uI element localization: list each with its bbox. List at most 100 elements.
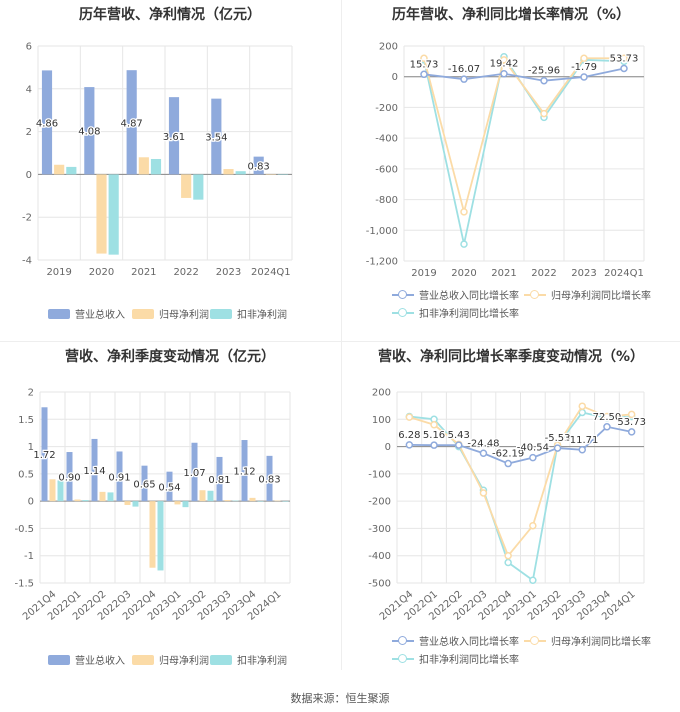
data-point bbox=[627, 428, 636, 436]
legend-item-net-profit[interactable]: 归母净利润 bbox=[132, 652, 209, 667]
legend-label: 营业总收入同比增长率 bbox=[419, 291, 519, 302]
y-tick-label: -200 bbox=[368, 497, 391, 508]
bar bbox=[253, 156, 264, 175]
data-point bbox=[620, 64, 628, 73]
bar bbox=[138, 157, 149, 175]
bar bbox=[96, 174, 107, 254]
x-tick-label: 2023 bbox=[216, 267, 241, 278]
y-tick-label: -200 bbox=[375, 103, 398, 114]
x-tick-label: 2021 bbox=[491, 268, 516, 279]
data-source-footer: 数据来源：恒生聚源 bbox=[290, 692, 390, 705]
data-label: 4.08 bbox=[78, 127, 100, 138]
y-tick-label: -600 bbox=[375, 164, 398, 175]
data-label: 0.91 bbox=[108, 472, 130, 483]
data-label: 1.12 bbox=[233, 467, 255, 478]
data-label: -24.48 bbox=[467, 438, 499, 449]
data-point bbox=[405, 441, 414, 449]
data-label: -5.53 bbox=[545, 433, 571, 444]
bar bbox=[191, 442, 198, 502]
data-label: 53.73 bbox=[617, 417, 646, 428]
data-point bbox=[460, 240, 468, 248]
x-tick-label: 2020 bbox=[89, 267, 114, 278]
series-line bbox=[423, 57, 624, 216]
line-marker-icon bbox=[524, 289, 546, 300]
series-line bbox=[409, 411, 632, 582]
y-tick-label: 0 bbox=[28, 497, 34, 508]
data-label: 72.50 bbox=[593, 412, 622, 423]
legend-label: 扣非净利润 bbox=[237, 656, 287, 667]
legend-item-deducted-profit-growth[interactable]: 扣非净利润同比增长率 bbox=[392, 651, 519, 666]
data-point bbox=[500, 69, 508, 78]
annual-growth-chart: -1,200 -1,000 -800 -600 -400 -200 0 200 2019 2020… bbox=[366, 42, 645, 279]
line-marker-icon bbox=[392, 307, 414, 318]
data-point bbox=[603, 423, 611, 431]
bar bbox=[265, 173, 276, 175]
y-tick-label: 0 bbox=[392, 72, 398, 83]
swatch-icon bbox=[132, 308, 154, 319]
bar bbox=[108, 174, 119, 255]
legend-item-revenue-growth[interactable]: 营业总收入同比增长率 bbox=[392, 633, 519, 648]
data-point bbox=[580, 73, 588, 81]
legend-label: 营业总收入同比增长率 bbox=[419, 637, 519, 648]
data-point bbox=[578, 446, 586, 454]
bar bbox=[166, 471, 173, 502]
legend-item-revenue[interactable]: 营业总收入 bbox=[48, 306, 125, 321]
x-tick-label: 2024Q1 bbox=[604, 268, 644, 279]
legend-item-revenue[interactable]: 营业总收入 bbox=[48, 652, 125, 667]
line-marker-icon bbox=[392, 653, 414, 664]
data-label: 1.07 bbox=[183, 468, 205, 479]
legend-item-net-profit-growth[interactable]: 归母净利润同比增长率 bbox=[524, 287, 651, 302]
y-tick-label: -500 bbox=[368, 579, 391, 590]
bar bbox=[74, 499, 81, 502]
data-label: 4.87 bbox=[121, 118, 143, 129]
bar bbox=[174, 501, 181, 505]
y-tick-label: -1,000 bbox=[366, 226, 398, 237]
data-label: -11.71 bbox=[566, 435, 598, 446]
data-point bbox=[529, 453, 537, 462]
y-tick-label: 1.5 bbox=[18, 415, 34, 426]
swatch-icon bbox=[210, 654, 232, 665]
bar bbox=[149, 501, 156, 568]
legend-item-net-profit[interactable]: 归母净利润 bbox=[132, 306, 209, 321]
bar bbox=[66, 452, 73, 502]
legend-item-deducted-profit[interactable]: 扣非净利润 bbox=[210, 652, 287, 667]
data-label: 0.65 bbox=[133, 479, 155, 490]
legend-label: 归母净利润同比增长率 bbox=[551, 291, 651, 302]
data-label: 19.42 bbox=[490, 59, 519, 70]
bar bbox=[99, 491, 106, 502]
legend-item-deducted-profit[interactable]: 扣非净利润 bbox=[210, 306, 287, 321]
bar bbox=[66, 166, 77, 175]
swatch-icon bbox=[132, 654, 154, 665]
legend-item-deducted-profit-growth[interactable]: 扣非净利润同比增长率 bbox=[392, 305, 519, 320]
bar bbox=[181, 174, 192, 198]
legend-label: 归母净利润 bbox=[159, 310, 209, 321]
annual-growth-panel: 历年营收、净利同比增长率情况（%） -1,200 -1,000 -800 -600 -4… bbox=[342, 0, 680, 340]
data-label: 0.83 bbox=[258, 474, 280, 485]
legend: 营业总收入同比增长率 归母净利润同比增长率 扣非净利润同比增长率 bbox=[342, 633, 680, 667]
chart-title: 营收、净利季度变动情况（亿元） bbox=[65, 349, 275, 365]
data-point bbox=[540, 109, 548, 118]
legend-item-revenue-growth[interactable]: 营业总收入同比增长率 bbox=[392, 287, 519, 302]
data-label: 0.54 bbox=[158, 482, 180, 493]
y-tick-label: -4 bbox=[22, 256, 32, 267]
y-tick-label: 0.5 bbox=[18, 469, 34, 480]
bar bbox=[141, 465, 148, 502]
y-tick-label: 200 bbox=[372, 388, 391, 399]
data-label: -62.19 bbox=[492, 449, 524, 460]
bar bbox=[57, 480, 64, 502]
bar bbox=[132, 501, 139, 507]
y-tick-label: 100 bbox=[372, 415, 391, 426]
data-label: 4.86 bbox=[36, 118, 58, 129]
x-tick-label: 2022 bbox=[173, 267, 198, 278]
bar bbox=[232, 500, 239, 502]
legend-item-net-profit-growth[interactable]: 归母净利润同比增长率 bbox=[524, 633, 651, 648]
bar bbox=[266, 455, 273, 502]
chart-title: 营收、净利同比增长率季度变动情况（%） bbox=[377, 349, 645, 365]
y-tick-label: -1,200 bbox=[366, 257, 398, 268]
bar bbox=[224, 500, 231, 502]
bar bbox=[211, 98, 222, 175]
bar bbox=[277, 174, 289, 175]
data-point bbox=[479, 489, 488, 497]
x-tick-label: 2019 bbox=[411, 268, 436, 279]
data-point bbox=[504, 551, 512, 560]
